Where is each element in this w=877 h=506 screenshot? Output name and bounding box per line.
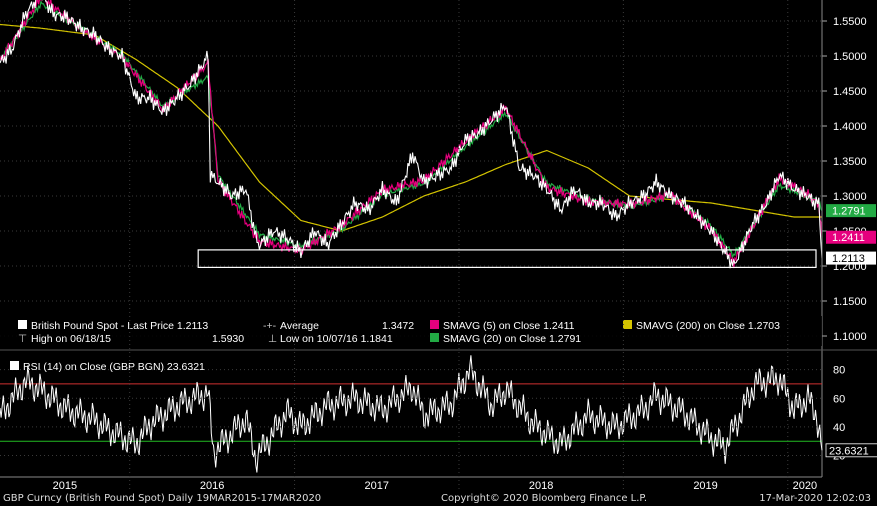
price-tick-label: 1.4500 bbox=[833, 86, 867, 98]
x-tick-label: 2020 bbox=[793, 480, 817, 492]
price-tag-box bbox=[826, 230, 876, 244]
legend-swatch-sma200 bbox=[623, 320, 632, 329]
legend-sma20-label: SMAVG (20) on Close 1.2791 bbox=[443, 333, 581, 345]
rsi-tick-label: 60 bbox=[833, 393, 845, 405]
price-tag-label: 1.2113 bbox=[832, 253, 865, 265]
support-box-annotation bbox=[197, 249, 817, 268]
price-tick-label: 1.4000 bbox=[833, 121, 867, 133]
series-line-price bbox=[0, 0, 823, 269]
price-tick-label: 1.3500 bbox=[833, 156, 867, 168]
x-tick-label: 2018 bbox=[529, 480, 553, 492]
series-line-sma5 bbox=[0, 0, 823, 269]
footer-security-label: GBP Curncy (British Pound Spot) Daily 19… bbox=[3, 493, 322, 504]
x-tick-label: 2019 bbox=[693, 480, 717, 492]
price-tick-label: 1.1500 bbox=[833, 296, 867, 308]
footer-copyright: Copyright© 2020 Bloomberg Finance L.P. bbox=[441, 493, 648, 504]
rsi-tag-label: 23.6321 bbox=[829, 445, 869, 457]
rsi-line bbox=[0, 355, 823, 473]
legend-swatch-sma5 bbox=[430, 320, 439, 329]
price-tick-label: 1.1000 bbox=[833, 331, 867, 343]
rsi-value-tag: 23.6321 bbox=[825, 443, 877, 458]
legend-sma200-label: SMAVG (200) on Close 1.2703 bbox=[636, 320, 780, 332]
chart-canvas: 1.55001.50001.45001.40001.35001.30001.25… bbox=[0, 0, 877, 492]
rsi-title: RSI (14) on Close (GBP BGN) 23.6321 bbox=[23, 361, 205, 373]
rsi-legend: RSI (14) on Close (GBP BGN) 23.6321 bbox=[10, 361, 205, 373]
price-value-tags: 1.2791 1.2411 1.2113 bbox=[826, 204, 876, 265]
price-tag-box bbox=[826, 204, 876, 218]
legend-average-label: Average bbox=[280, 320, 319, 332]
rsi-tick-label: 40 bbox=[833, 422, 845, 434]
legend-low-label: Low on 10/07/16 1.1841 bbox=[280, 333, 393, 345]
time-x-axis: 2015 2016 2017 2018 2019 2020 bbox=[0, 0, 822, 492]
legend-high-marker: ⊤ bbox=[18, 333, 27, 345]
price-tag-label: 1.2411 bbox=[832, 232, 865, 244]
x-tick-label: 2015 bbox=[53, 480, 77, 492]
legend-swatch-sma20 bbox=[430, 333, 439, 342]
rsi-series-group bbox=[0, 355, 823, 473]
legend-average-marker: -+- bbox=[263, 320, 277, 332]
price-series-group bbox=[0, 0, 823, 269]
price-tick-label: 1.5500 bbox=[833, 16, 867, 28]
x-tick-label: 2016 bbox=[200, 480, 224, 492]
price-tick-label: 1.3000 bbox=[833, 191, 867, 203]
rsi-tick-label: 80 bbox=[833, 365, 845, 377]
footer-bar: GBP Curncy (British Pound Spot) Daily 19… bbox=[0, 492, 877, 506]
legend-high-value: 1.5930 bbox=[212, 333, 244, 345]
price-tag-box bbox=[826, 251, 876, 265]
legend-price-label: British Pound Spot - Last Price 1.2113 bbox=[31, 320, 208, 332]
legend-swatch-price bbox=[18, 320, 27, 329]
x-tick-label: 2017 bbox=[365, 480, 389, 492]
price-tick-label: 1.5000 bbox=[833, 51, 867, 63]
rsi-legend-swatch bbox=[10, 361, 19, 370]
legend-low-marker: ⊥ bbox=[268, 333, 277, 345]
footer-timestamp: 17-Mar-2020 12:02:03 bbox=[759, 493, 871, 504]
legend-high-label: High on 06/18/15 bbox=[31, 333, 111, 345]
legend-average-value: 1.3472 bbox=[382, 320, 414, 332]
legend-sma5-label: SMAVG (5) on Close 1.2411 bbox=[443, 320, 575, 332]
rsi-tag-box bbox=[825, 443, 877, 458]
support-box bbox=[197, 249, 817, 268]
price-tag-label: 1.2791 bbox=[832, 206, 866, 218]
price-legend: British Pound Spot - Last Price 1.2113 -… bbox=[0, 316, 822, 346]
